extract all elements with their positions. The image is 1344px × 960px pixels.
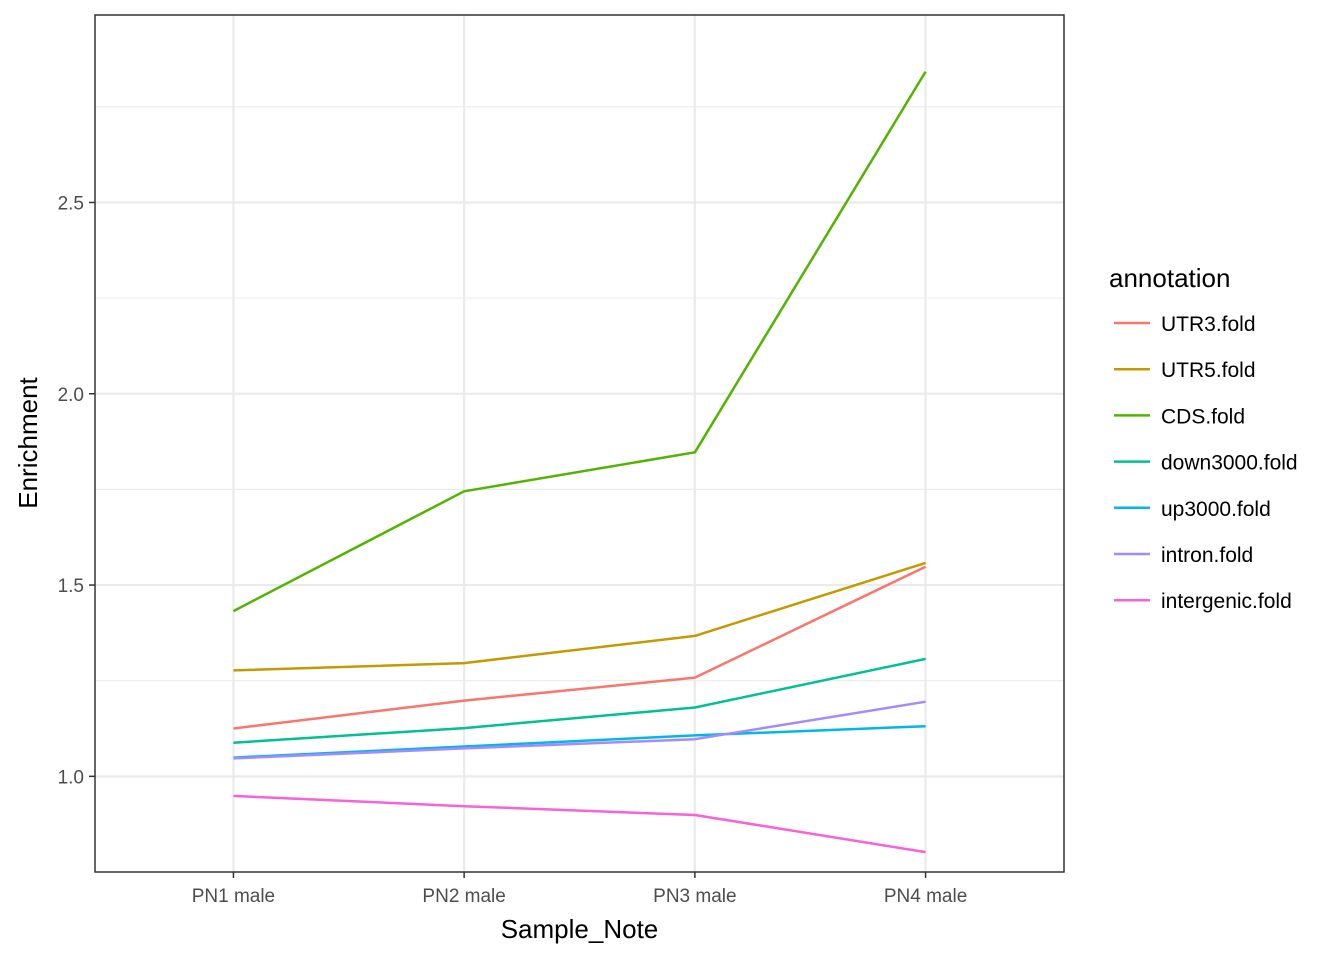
series-lines — [232, 70, 927, 854]
y-tick-label: 2.5 — [58, 193, 84, 214]
x-axis: PN1 male PN2 male PN3 male PN4 male — [192, 872, 967, 907]
legend-label: UTR3.fold — [1161, 313, 1256, 336]
legend-label: intron.fold — [1161, 544, 1253, 567]
y-tick-label: 1.5 — [58, 576, 84, 597]
y-tick-label: 2.0 — [58, 385, 84, 406]
legend-label: intergenic.fold — [1161, 590, 1292, 613]
legend-item: intergenic.fold — [1114, 590, 1292, 613]
legend-item: UTR3.fold — [1114, 313, 1256, 336]
series-line-up3000-fold — [233, 724, 926, 759]
legend-item: up3000.fold — [1114, 498, 1271, 521]
x-tick-label: PN2 male — [422, 886, 505, 907]
series-line-utr5-fold — [233, 561, 926, 672]
legend-item: UTR5.fold — [1114, 359, 1256, 382]
legend-label: UTR5.fold — [1161, 359, 1256, 382]
legend-item: intron.fold — [1114, 544, 1253, 567]
series-line-intron-fold — [233, 700, 926, 760]
x-tick-label: PN3 male — [653, 886, 736, 907]
x-tick-label: PN4 male — [884, 886, 967, 907]
y-tick-label: 1.0 — [58, 767, 84, 788]
legend-label: down3000.fold — [1161, 452, 1298, 475]
x-axis-title: Sample_Note — [501, 914, 659, 944]
x-tick-label: PN1 male — [192, 886, 275, 907]
series-line-cds-fold — [232, 70, 927, 613]
legend-item: down3000.fold — [1114, 452, 1298, 475]
legend-item: CDS.fold — [1114, 405, 1245, 428]
series-line-down3000-fold — [233, 657, 926, 744]
plot-panel-border — [94, 14, 1065, 873]
legend-label: CDS.fold — [1161, 405, 1245, 428]
series-line-utr3-fold — [233, 565, 927, 730]
grid — [95, 15, 1064, 873]
legend-title: annotation — [1109, 263, 1230, 293]
y-axis: 1.0 1.5 2.0 2.5 — [58, 193, 95, 788]
legend-label: up3000.fold — [1161, 498, 1271, 521]
y-axis-title: Enrichment — [13, 376, 43, 508]
legend: annotation UTR3.fold UTR5.fold CDS.fold dow… — [1109, 263, 1298, 613]
series-line-intergenic-fold — [233, 794, 926, 854]
